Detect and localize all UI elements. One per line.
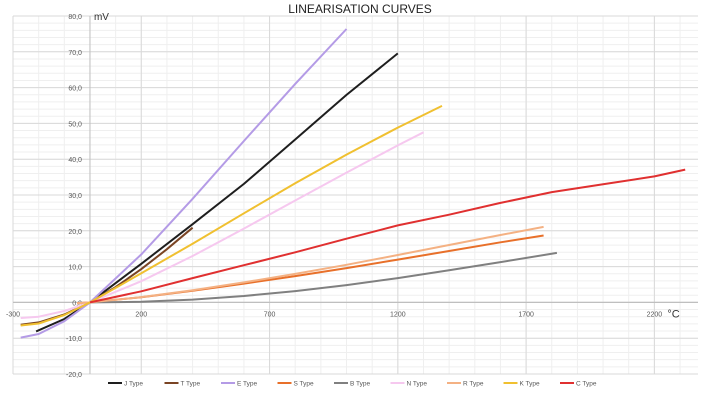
series-line-j-type	[35, 52, 399, 333]
x-tick-label: 1200	[390, 311, 406, 318]
y-tick-label: 60,0	[68, 86, 82, 93]
y-tick-label: 40,0	[68, 157, 82, 164]
series-line-n-type	[20, 131, 424, 319]
x-tick-label: -300	[6, 311, 20, 318]
legend-label: N Type	[407, 381, 428, 388]
x-axis-label: °C	[667, 308, 679, 320]
legend-label: T Type	[181, 381, 201, 388]
y-tick-label: 30,0	[68, 193, 82, 200]
y-tick-label: 80,0	[68, 14, 82, 21]
series-line-c-type	[89, 168, 686, 304]
legend-item: T Type	[164, 381, 201, 388]
legend-item: J Type	[108, 381, 143, 388]
legend-label: B Type	[350, 381, 371, 388]
chart-title: LINEARISATION CURVES	[288, 2, 432, 16]
legend-label: C Type	[576, 381, 597, 388]
y-tick-label: 10,0	[68, 265, 82, 272]
y-tick-label: 70,0	[68, 50, 82, 57]
y-tick-label: 50,0	[68, 121, 82, 128]
x-tick-label: 2200	[647, 311, 663, 318]
legend-item: K Type	[503, 381, 541, 388]
y-tick-label: -10,0	[66, 336, 82, 343]
x-tick-label: 700	[264, 311, 276, 318]
series-line-e-type	[20, 28, 348, 339]
legend-label: J Type	[124, 381, 143, 388]
legend-item: N Type	[390, 381, 428, 388]
legend-item: C Type	[560, 381, 597, 388]
legend-item: S Type	[277, 381, 315, 388]
legend-label: R Type	[463, 381, 484, 388]
series-line-r-type	[77, 225, 544, 305]
legend-label: E Type	[237, 381, 258, 388]
legend-item: B Type	[334, 381, 371, 388]
legend-item: R Type	[447, 381, 484, 388]
y-axis-label: mV	[94, 12, 109, 23]
series-line-k-type	[20, 105, 443, 327]
x-tick-label: 1700	[518, 311, 534, 318]
legend-item: E Type	[221, 381, 258, 388]
y-tick-label: -20,0	[66, 372, 82, 379]
legend-label: K Type	[520, 381, 541, 388]
legend-label: S Type	[294, 381, 315, 388]
x-tick-label: 200	[135, 311, 147, 318]
series-line-b-type	[89, 251, 558, 304]
y-tick-label: 20,0	[68, 229, 82, 236]
